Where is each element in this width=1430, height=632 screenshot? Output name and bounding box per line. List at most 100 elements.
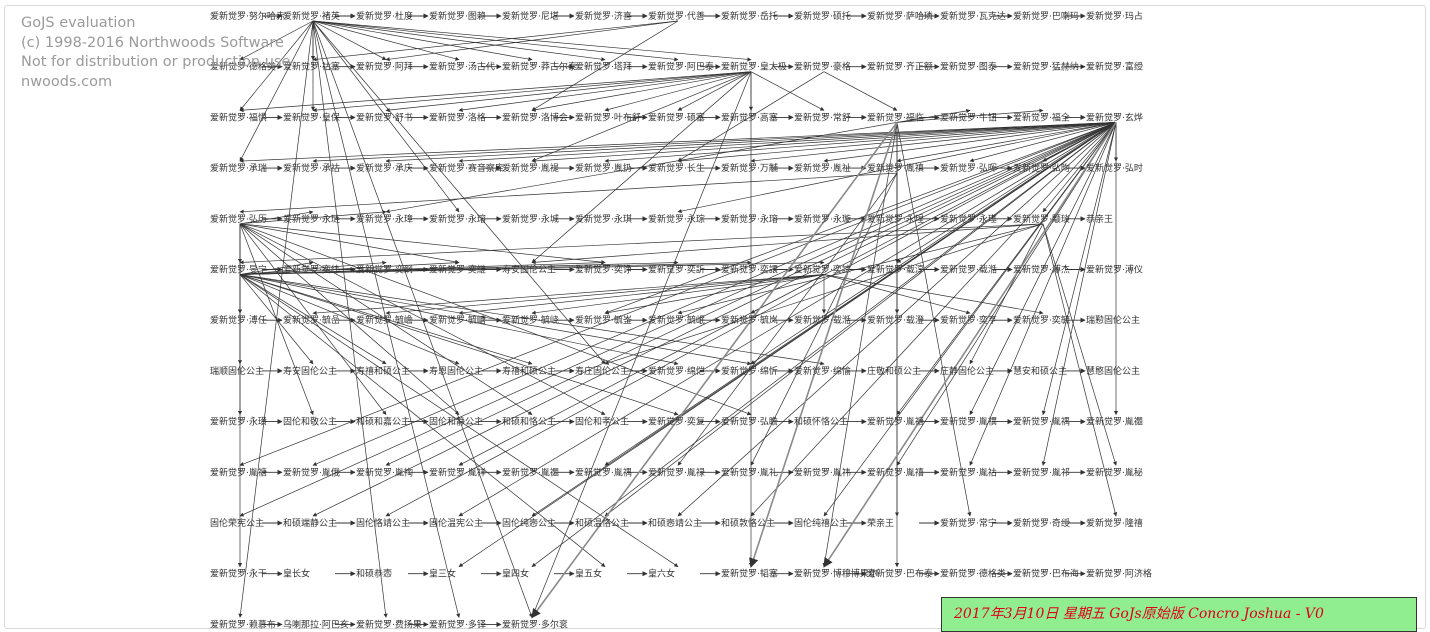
- person-node[interactable]: 爱新觉罗·永城: [502, 213, 559, 225]
- person-node[interactable]: 爱新觉罗·杜度: [356, 10, 413, 22]
- person-node[interactable]: 爱新觉罗·毓嶦: [356, 314, 413, 326]
- person-node[interactable]: 爱新觉罗·赛音察库: [429, 162, 504, 174]
- person-node[interactable]: 爱新觉罗·毓崟: [575, 314, 632, 326]
- person-node[interactable]: 爱新觉罗·承瑞: [210, 162, 267, 174]
- person-node[interactable]: 爱新觉罗·永璂: [940, 213, 997, 225]
- person-node[interactable]: 爱新觉罗·常宁: [940, 517, 997, 529]
- person-node[interactable]: 固伦荣宪公主: [210, 517, 264, 529]
- person-node[interactable]: 乌喇那拉·阿巴亥: [283, 618, 349, 630]
- person-node[interactable]: 爱新觉罗·舒书: [356, 111, 413, 123]
- person-node[interactable]: 爱新觉罗·猛赫纳: [1013, 61, 1079, 73]
- person-node[interactable]: 爱新觉罗·胤禟: [210, 466, 267, 478]
- person-node[interactable]: 爱新觉罗·皇太极: [721, 61, 787, 73]
- person-node[interactable]: 固伦和敬公主: [283, 416, 337, 428]
- person-node[interactable]: 爱新觉罗·绵忻: [721, 365, 778, 377]
- person-node[interactable]: 爱新觉罗·胤祹: [356, 466, 413, 478]
- person-node[interactable]: 庄敬和硕公主: [867, 365, 921, 377]
- person-node[interactable]: 爱新觉罗·褚英: [283, 10, 340, 22]
- person-node[interactable]: 固伦和孝公主: [575, 416, 629, 428]
- person-node[interactable]: 固伦温宪公主: [429, 517, 483, 529]
- person-node[interactable]: 爱新觉罗·祜塞: [283, 61, 340, 73]
- person-node[interactable]: 皇三女: [429, 568, 456, 580]
- person-node[interactable]: 爱新觉罗·胤禵: [502, 466, 559, 478]
- person-node[interactable]: 固伦纯悫公主: [502, 517, 556, 529]
- person-node[interactable]: 爱新觉罗·毓嵣: [429, 314, 486, 326]
- person-node[interactable]: 寿恩固伦公主: [429, 365, 483, 377]
- person-node[interactable]: 爱新觉罗·岳托: [721, 10, 778, 22]
- person-node[interactable]: 爱新觉罗·玄烨: [1086, 111, 1143, 123]
- person-node[interactable]: 爱新觉罗·莽古尔泰: [502, 61, 577, 73]
- person-node[interactable]: 恭亲王: [1086, 213, 1113, 225]
- person-node[interactable]: 庄静固伦公主: [940, 365, 994, 377]
- person-node[interactable]: 和硕和恪公主: [502, 416, 556, 428]
- person-node[interactable]: 爱新觉罗·奕诤: [575, 264, 632, 276]
- person-node[interactable]: 爱新觉罗·努尔哈赤: [210, 10, 285, 22]
- person-node[interactable]: 爱新觉罗·永璜: [210, 416, 267, 428]
- person-node[interactable]: 爱新觉罗·奕譞: [721, 264, 778, 276]
- person-node[interactable]: 爱新觉罗·玛占: [1086, 10, 1143, 22]
- person-node[interactable]: 爱新觉罗·载湉: [940, 264, 997, 276]
- person-node[interactable]: 爱新觉罗·永瑢: [429, 213, 486, 225]
- person-node[interactable]: 爱新觉罗·承庆: [356, 162, 413, 174]
- person-node[interactable]: 爱新觉罗·长生: [648, 162, 705, 174]
- person-node[interactable]: 爱新觉罗·胤禑: [1013, 416, 1070, 428]
- person-node[interactable]: 爱新觉罗·奕訢: [648, 264, 705, 276]
- person-node[interactable]: 爱新觉罗·胤褆: [502, 162, 559, 174]
- person-node[interactable]: 爱新觉罗·胤禑: [575, 466, 632, 478]
- person-node[interactable]: 爱新觉罗·牛钮: [940, 111, 997, 123]
- person-node[interactable]: 爱新觉罗·巴布泰: [867, 568, 933, 580]
- person-node[interactable]: 爱新觉罗·德格类: [940, 568, 1006, 580]
- person-node[interactable]: 爱新觉罗·弘瞻: [721, 416, 778, 428]
- person-node[interactable]: 爱新觉罗·胤祁: [1013, 466, 1070, 478]
- person-node[interactable]: 爱新觉罗·永瑆: [867, 213, 924, 225]
- person-node[interactable]: 爱新觉罗·永璇: [794, 213, 851, 225]
- person-node[interactable]: 爱新觉罗·胤禟: [867, 416, 924, 428]
- person-node[interactable]: 爱新觉罗·济喜: [575, 10, 632, 22]
- person-node[interactable]: 爱新觉罗·溥仪: [1086, 264, 1143, 276]
- person-node[interactable]: 爱新觉罗·胤扔: [575, 162, 632, 174]
- person-node[interactable]: 爱新觉罗·奕纲: [356, 264, 413, 276]
- person-node[interactable]: 爱新觉罗·代善: [648, 10, 705, 22]
- person-node[interactable]: 和硕敦恪公主: [721, 517, 775, 529]
- person-node[interactable]: 爱新觉罗·福临: [867, 111, 924, 123]
- person-node[interactable]: 爱新觉罗·毓嵒: [283, 314, 340, 326]
- person-node[interactable]: 爱新觉罗·阿济格: [1086, 568, 1152, 580]
- person-node[interactable]: 寿禧和硕公主: [356, 365, 410, 377]
- person-node[interactable]: 爱新觉罗·永干: [210, 568, 267, 580]
- person-node[interactable]: 爱新觉罗·载澄: [867, 314, 924, 326]
- person-node[interactable]: 爱新觉罗·载湉: [794, 314, 851, 326]
- person-node[interactable]: 爱新觉罗·胤祥: [429, 466, 486, 478]
- person-node[interactable]: 爱新觉罗·硕塞: [648, 111, 705, 123]
- person-node[interactable]: 皇六女: [648, 568, 675, 580]
- person-node[interactable]: 固伦和静公主: [429, 416, 483, 428]
- person-node[interactable]: 爱新觉罗·永琮: [648, 213, 705, 225]
- person-node[interactable]: 爱新觉罗·韬塞: [721, 568, 778, 580]
- person-node[interactable]: 爱新觉罗·承祜: [283, 162, 340, 174]
- person-node[interactable]: 爱新觉罗·溥任: [210, 314, 267, 326]
- person-node[interactable]: 爱新觉罗·奕毓: [1013, 314, 1070, 326]
- person-node[interactable]: 爱新觉罗·胤禧: [867, 466, 924, 478]
- person-node[interactable]: 爱新觉罗·多铎: [429, 618, 486, 630]
- person-node[interactable]: 爱新觉罗·永瑢: [721, 213, 778, 225]
- person-node[interactable]: 瑞顺固伦公主: [210, 365, 264, 377]
- person-node[interactable]: 和硕恭悫: [356, 568, 392, 580]
- person-node[interactable]: 和硕悫靖公主: [648, 517, 702, 529]
- person-node[interactable]: 爱新觉罗·尼堪: [502, 10, 559, 22]
- person-node[interactable]: 爱新觉罗·多尔衮: [502, 618, 568, 630]
- person-node[interactable]: 爱新觉罗·叶布舒: [575, 111, 641, 123]
- person-node[interactable]: 爱新觉罗·弘时: [1086, 162, 1143, 174]
- person-node[interactable]: 爱新觉罗·博穆博果尔: [794, 568, 878, 580]
- person-node[interactable]: 爱新觉罗·永琪: [575, 213, 632, 225]
- person-node[interactable]: 固伦纯禧公主: [794, 517, 848, 529]
- person-node[interactable]: 爱新觉罗·福全: [1013, 111, 1070, 123]
- person-node[interactable]: 固伦恪靖公主: [356, 517, 410, 529]
- person-node[interactable]: 爱新觉罗·硕托: [794, 10, 851, 22]
- person-node[interactable]: 爱新觉罗·绵愉: [794, 365, 851, 377]
- person-node[interactable]: 爱新觉罗·胤祜: [940, 466, 997, 478]
- person-node[interactable]: 爱新觉罗·胤祎: [794, 466, 851, 478]
- person-node[interactable]: 爱新觉罗·绵恺: [648, 365, 705, 377]
- person-node[interactable]: 爱新觉罗·奕継: [429, 264, 486, 276]
- person-node[interactable]: 爱新觉罗·图泰: [940, 61, 997, 73]
- person-node[interactable]: 皇长女: [283, 568, 310, 580]
